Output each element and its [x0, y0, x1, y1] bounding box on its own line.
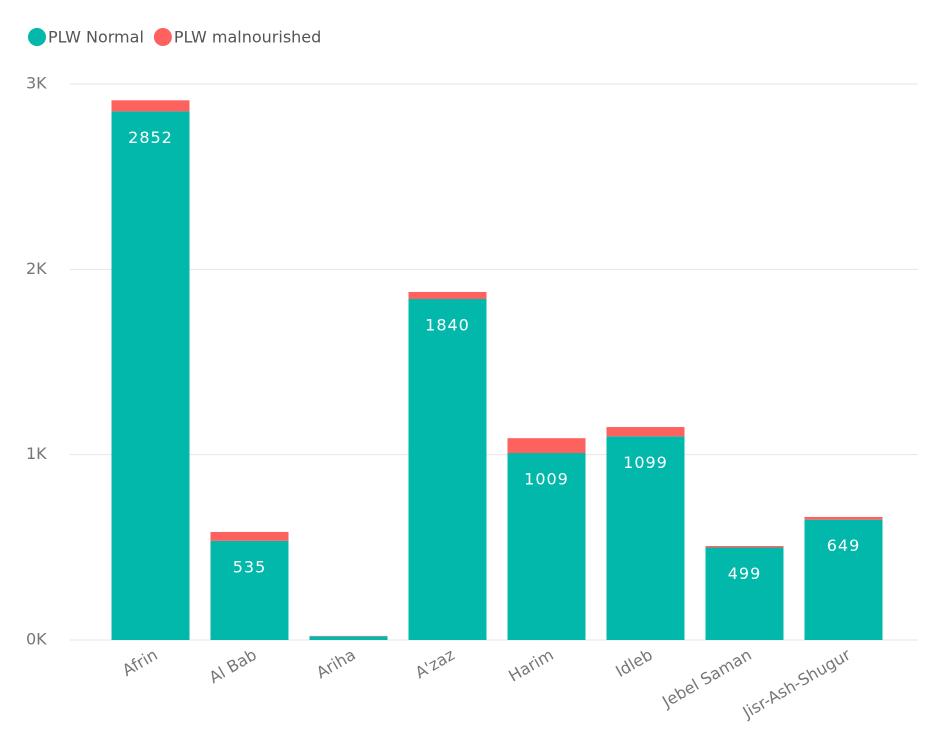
bar-segment	[606, 427, 685, 437]
x-tick-label: Jisr-Ash-Shugur	[739, 645, 855, 723]
bar-segment	[705, 547, 784, 640]
bar-segment	[309, 636, 388, 640]
x-tick-label: Afrin	[119, 645, 161, 680]
bar-segment	[507, 438, 586, 453]
bar-segment	[606, 436, 685, 640]
bar-segment	[210, 531, 289, 541]
y-tick-label: 1K	[26, 444, 47, 463]
bar-segment	[111, 111, 190, 641]
bar-segment	[408, 298, 487, 640]
bar-segment	[507, 452, 586, 640]
value-label: 1099	[623, 453, 668, 472]
bar-segment	[111, 100, 190, 112]
bar-segment	[705, 546, 784, 548]
legend-label: PLW malnourished	[174, 28, 321, 47]
x-tick-label: Jebel Saman	[658, 645, 755, 712]
y-tick-label: 3K	[26, 74, 47, 93]
x-tick-label: Ariha	[313, 645, 359, 682]
bar-segment	[408, 291, 487, 299]
x-tick-label: Al Bab	[206, 645, 260, 687]
y-tick-label: 0K	[26, 630, 47, 649]
x-tick-label: A'zaz	[412, 645, 458, 682]
y-tick-label: 2K	[26, 259, 47, 278]
value-label: 1009	[524, 469, 569, 488]
value-label: 499	[728, 564, 762, 583]
legend-swatch	[28, 28, 46, 46]
legend-label: PLW Normal	[48, 28, 144, 47]
value-label: 649	[827, 536, 861, 555]
value-label: 2852	[128, 128, 173, 147]
bar-segment	[804, 516, 883, 520]
value-label: 1840	[425, 315, 470, 334]
bar-segment	[210, 540, 289, 640]
legend-swatch	[153, 28, 172, 46]
bar-segment	[804, 519, 883, 640]
value-label: 535	[233, 557, 267, 576]
x-tick-label: Idleb	[612, 645, 656, 681]
x-tick-label: Harim	[505, 645, 556, 686]
